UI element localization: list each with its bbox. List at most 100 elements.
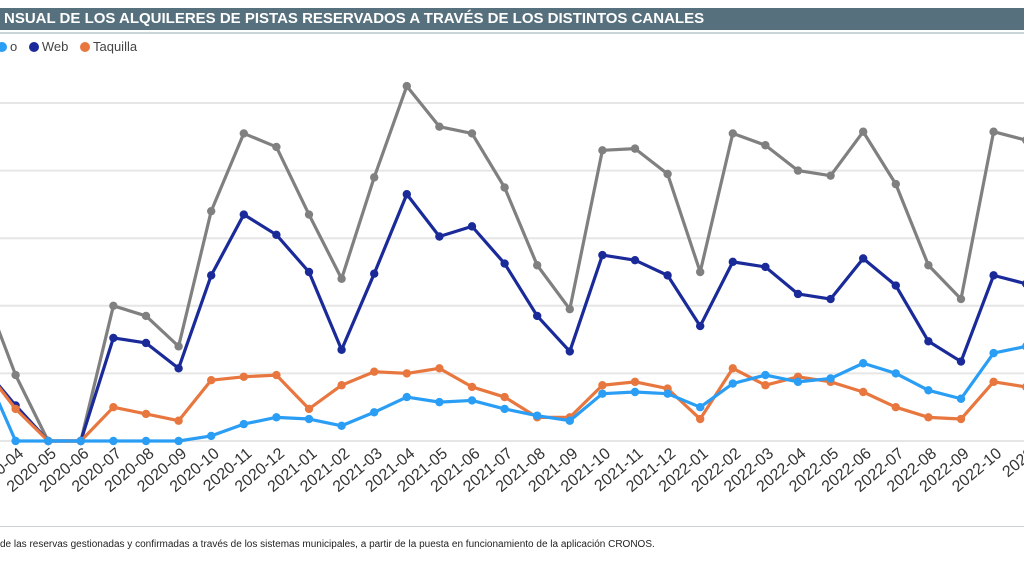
series-0-point-23[interactable] [728,129,737,138]
series-2-point-22[interactable] [696,414,705,424]
series-1-point-12[interactable] [370,269,379,278]
series-1-point-16[interactable] [500,259,509,268]
series-3-point-12[interactable] [370,408,379,417]
series-3-point-3[interactable] [76,436,86,446]
series-3-point-4[interactable] [109,436,118,446]
series-1-point-21[interactable] [663,271,672,280]
series-2-point-8[interactable] [239,372,248,381]
series-2-point-30[interactable] [956,414,966,424]
series-2-point-27[interactable] [859,387,868,397]
series-0-point-26[interactable] [826,171,835,180]
series-0-point-30[interactable] [956,294,966,304]
series-1-point-28[interactable] [891,281,900,290]
series-1-point-8[interactable] [239,210,248,219]
series-0-point-15[interactable] [467,129,477,138]
series-0-point-24[interactable] [761,141,770,150]
series-1-point-22[interactable] [696,321,705,331]
series-3-point-13[interactable] [402,392,411,402]
series-0-point-31[interactable] [989,127,998,136]
series-2-point-19[interactable] [598,381,607,390]
series-0-point-28[interactable] [891,179,900,189]
series-3-point-26[interactable] [826,374,835,383]
series-1-point-17[interactable] [533,311,542,321]
series-3-point-22[interactable] [696,403,705,412]
series-3-point-6[interactable] [174,436,183,446]
series-2-point-15[interactable] [467,382,477,392]
series-1-point-24[interactable] [761,262,770,272]
series-2-point-7[interactable] [207,375,216,385]
series-2-point-4[interactable] [109,403,118,412]
series-3-point-20[interactable] [630,387,640,397]
series-0-point-8[interactable] [239,129,248,138]
series-0-point-9[interactable] [272,142,281,152]
series-3-point-30[interactable] [956,394,966,403]
series-3-point-14[interactable] [435,397,444,407]
series-1-point-7[interactable] [207,271,216,280]
series-0-point-17[interactable] [533,261,542,270]
series-2-point-14[interactable] [435,364,444,373]
series-2-point-16[interactable] [500,392,509,402]
series-1-point-31[interactable] [989,271,998,280]
series-1-point-9[interactable] [272,230,281,240]
series-2-point-29[interactable] [924,413,933,422]
series-1-point-25[interactable] [793,289,803,299]
series-2-point-28[interactable] [891,403,900,412]
series-0-point-12[interactable] [370,173,379,182]
series-1-point-30[interactable] [956,357,966,366]
series-1-point-26[interactable] [826,294,835,304]
series-0-point-29[interactable] [924,261,933,270]
series-1-point-11[interactable] [337,345,346,354]
legend-item-taquilla[interactable]: Taquilla [79,39,137,54]
series-0-point-14[interactable] [435,122,444,131]
series-3-point-24[interactable] [761,370,770,380]
series-2-point-23[interactable] [728,364,737,373]
series-3-point-16[interactable] [500,404,509,414]
series-0-point-20[interactable] [630,144,640,153]
series-0-point-21[interactable] [663,169,672,179]
series-2-point-5[interactable] [141,409,151,419]
series-0-point-13[interactable] [402,81,411,91]
series-1-point-13[interactable] [402,190,411,199]
series-0-point-6[interactable] [174,342,183,351]
series-1-point-29[interactable] [924,337,933,346]
series-3-point-11[interactable] [337,421,346,430]
series-2-point-1[interactable] [11,404,20,414]
legend-item-web[interactable]: Web [28,39,68,54]
series-0-point-25[interactable] [793,166,803,175]
series-1-point-10[interactable] [304,267,314,277]
series-2-point-31[interactable] [989,377,998,387]
series-2-point-12[interactable] [370,367,379,376]
series-1-point-23[interactable] [728,257,737,267]
series-3-point-2[interactable] [44,436,53,446]
series-3-point-1[interactable] [11,436,20,446]
series-0-point-1[interactable] [11,370,20,380]
series-1-point-6[interactable] [174,364,183,373]
series-3-point-5[interactable] [141,436,151,446]
series-3-point-9[interactable] [272,413,281,422]
series-1-point-19[interactable] [598,250,607,260]
series-1-point-4[interactable] [109,333,118,343]
series-1-point-5[interactable] [141,338,151,348]
series-0-point-4[interactable] [109,301,118,310]
series-2-point-10[interactable] [304,404,314,414]
series-3-point-8[interactable] [239,419,248,429]
series-2-point-11[interactable] [337,381,346,390]
series-3-point-10[interactable] [304,414,314,424]
series-2-point-9[interactable] [272,370,281,380]
series-3-point-29[interactable] [924,386,933,395]
series-3-point-28[interactable] [891,369,900,378]
series-0-point-19[interactable] [598,146,607,155]
series-1-point-20[interactable] [630,255,640,265]
series-2-point-13[interactable] [402,369,411,378]
series-1-point-15[interactable] [467,222,477,231]
series-3-point-19[interactable] [598,389,607,398]
series-1-point-27[interactable] [859,254,868,263]
series-3-point-7[interactable] [207,431,216,441]
series-0-point-16[interactable] [500,183,509,192]
series-3-point-31[interactable] [989,348,998,358]
series-1-point-14[interactable] [435,232,444,241]
series-3-point-18[interactable] [565,416,574,425]
series-2-point-20[interactable] [630,377,640,387]
series-3-point-25[interactable] [793,377,803,387]
series-0-point-10[interactable] [304,210,314,219]
